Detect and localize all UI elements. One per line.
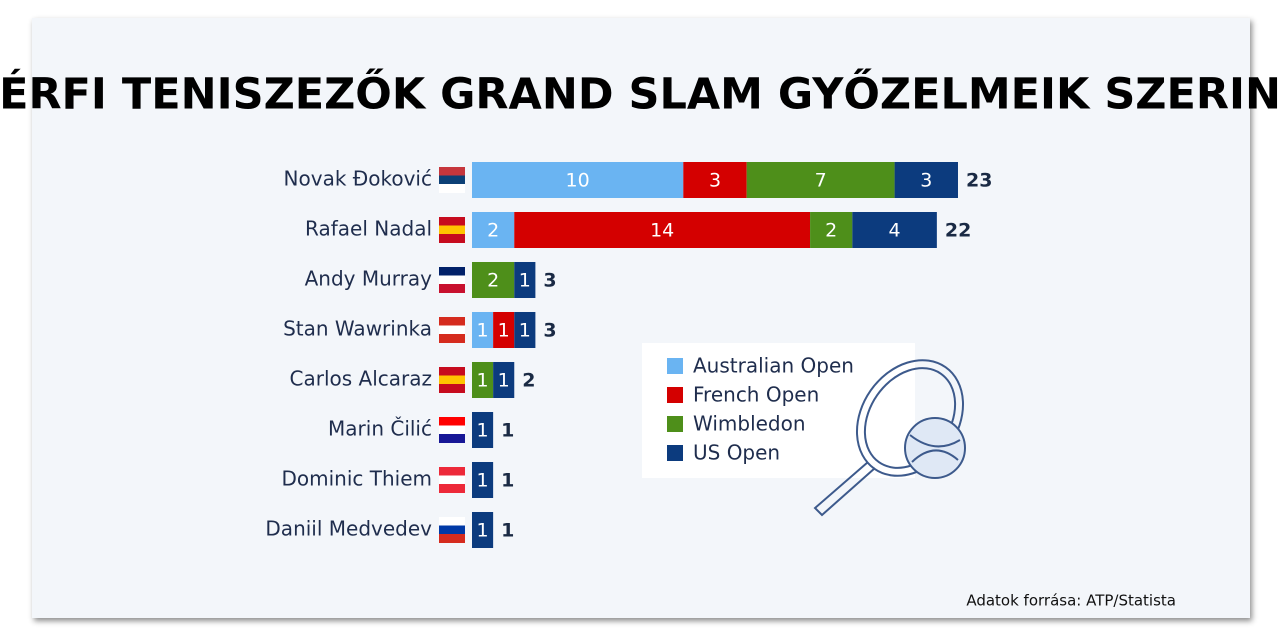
value-label: 1 <box>477 520 489 542</box>
category-label: Dominic Thiem <box>282 467 433 491</box>
value-label: 14 <box>650 220 674 242</box>
total-label: 23 <box>966 170 992 192</box>
racket-icon <box>813 359 966 517</box>
flag <box>439 225 465 235</box>
legend-label: Wimbledon <box>693 412 806 436</box>
flag <box>439 375 465 385</box>
legend-label: US Open <box>693 441 780 465</box>
total-label: 1 <box>501 420 514 442</box>
flag <box>439 275 465 285</box>
value-label: 1 <box>498 320 510 342</box>
total-label: 3 <box>543 270 556 292</box>
value-label: 1 <box>498 370 510 392</box>
bar-segment <box>852 212 937 248</box>
bar-segment <box>514 262 536 298</box>
flag <box>439 217 465 226</box>
flag <box>439 325 465 335</box>
bar-segment <box>746 162 895 198</box>
flag <box>439 267 465 276</box>
flag <box>439 484 465 493</box>
legend-swatch <box>667 387 683 403</box>
total-label: 3 <box>543 320 556 342</box>
bar-segment <box>472 262 515 298</box>
flag-ring <box>438 216 466 244</box>
value-label: 2 <box>487 220 499 242</box>
bar-segment <box>810 212 853 248</box>
flag <box>439 425 465 435</box>
flag <box>439 317 465 326</box>
bar-segment <box>472 312 494 348</box>
flag <box>439 167 465 176</box>
bar-segment <box>472 462 494 498</box>
flag-ring <box>438 466 466 494</box>
flag <box>439 517 465 526</box>
total-label: 1 <box>501 470 514 492</box>
value-label: 2 <box>487 270 499 292</box>
bar-segment <box>472 162 684 198</box>
flag <box>439 184 465 193</box>
category-label: Andy Murray <box>305 267 433 291</box>
flag <box>439 417 465 426</box>
source: Adatok forrása: ATP/Statista <box>966 592 1176 610</box>
total-label: 22 <box>945 220 971 242</box>
total-label: 1 <box>501 520 514 542</box>
value-label: 1 <box>477 320 489 342</box>
flag <box>439 367 465 376</box>
legend-label: Australian Open <box>693 354 854 378</box>
value-label: 1 <box>519 270 531 292</box>
bar-segment <box>894 162 958 198</box>
flag <box>439 534 465 543</box>
flag-ring <box>438 316 466 344</box>
category-label: Carlos Alcaraz <box>290 367 432 391</box>
card <box>32 18 1250 618</box>
category-label: Stan Wawrinka <box>283 317 432 341</box>
bar-segment <box>472 412 494 448</box>
bar-segment <box>493 362 515 398</box>
chart-title: FÉRFI TENISZEZŐK GRAND SLAM GYŐZELMEIK S… <box>0 69 1280 120</box>
legend-swatch <box>667 416 683 432</box>
flag <box>439 334 465 343</box>
legend-swatch <box>667 358 683 374</box>
value-label: 3 <box>709 170 721 192</box>
bar-segment <box>472 362 494 398</box>
value-label: 4 <box>889 220 901 242</box>
flag-ring <box>438 416 466 444</box>
value-label: 2 <box>825 220 837 242</box>
value-label: 3 <box>920 170 932 192</box>
category-label: Daniil Medvedev <box>265 517 432 541</box>
bar-segment <box>514 212 811 248</box>
flag <box>439 475 465 485</box>
flag-ring <box>438 166 466 194</box>
flag-ring <box>438 516 466 544</box>
category-label: Rafael Nadal <box>305 217 432 241</box>
value-label: 10 <box>566 170 590 192</box>
value-label: 7 <box>815 170 827 192</box>
flag-ring <box>438 366 466 394</box>
flag <box>439 467 465 476</box>
flag-ring <box>438 266 466 294</box>
value-label: 1 <box>477 470 489 492</box>
bar-segment <box>683 162 747 198</box>
category-label: Novak Đoković <box>284 167 432 191</box>
flag <box>439 234 465 243</box>
bar-segment <box>493 312 515 348</box>
value-label: 1 <box>477 370 489 392</box>
value-label: 1 <box>519 320 531 342</box>
legend-swatch <box>667 445 683 461</box>
flag <box>439 175 465 185</box>
bar-segment <box>514 312 536 348</box>
value-label: 1 <box>477 420 489 442</box>
total-label: 2 <box>522 370 535 392</box>
flag <box>439 434 465 443</box>
bar-segment <box>472 212 515 248</box>
legend-label: French Open <box>693 383 819 407</box>
flag <box>439 284 465 293</box>
category-label: Marin Čilić <box>328 417 432 441</box>
flag <box>439 384 465 393</box>
flag <box>439 525 465 535</box>
bar-segment <box>472 512 494 548</box>
